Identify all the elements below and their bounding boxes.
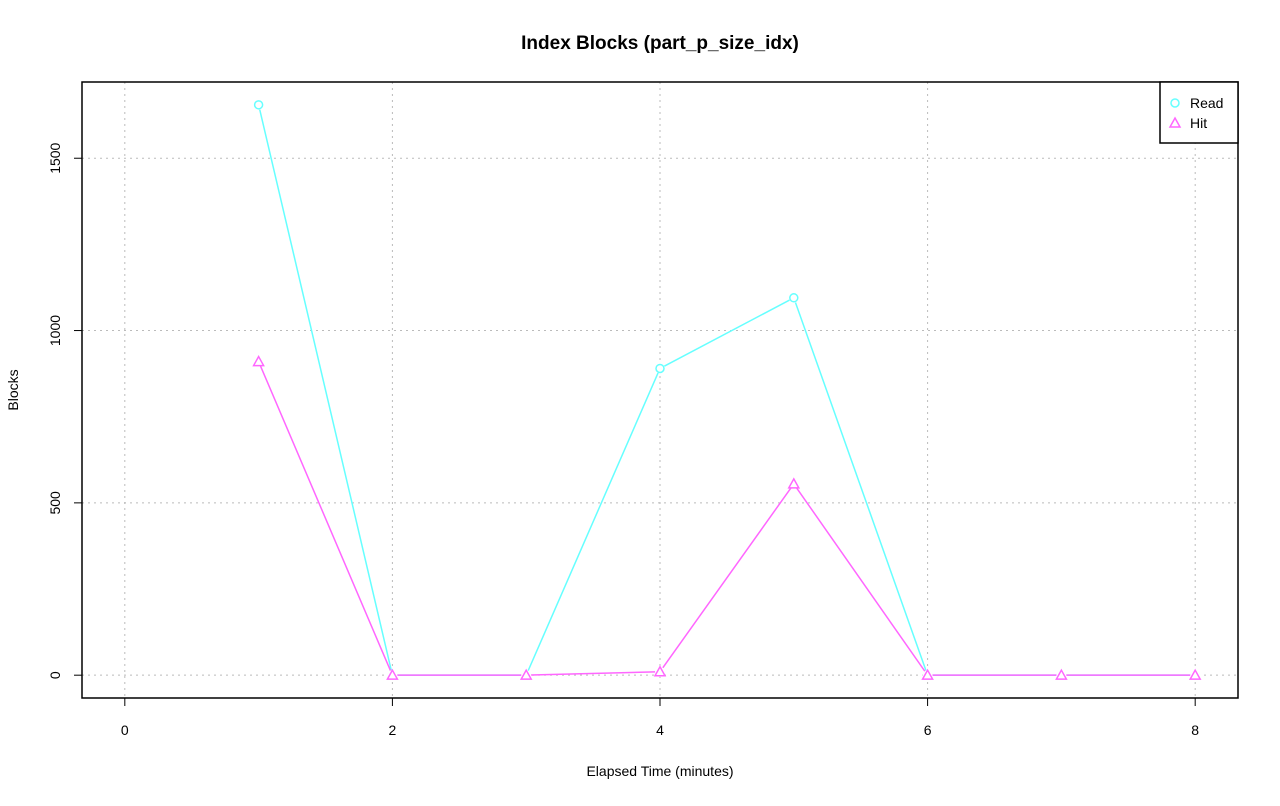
legend-label: Read	[1190, 95, 1223, 111]
plot-area	[82, 82, 1238, 698]
legend-label: Hit	[1190, 115, 1207, 131]
y-tick-label: 0	[47, 671, 63, 679]
point-bg	[1056, 670, 1067, 681]
point-bg	[1190, 670, 1201, 681]
point-group	[655, 363, 665, 374]
legend-box	[1159, 81, 1239, 144]
legend-marker	[1170, 98, 1180, 108]
point-bg	[521, 670, 532, 681]
point-group	[1188, 668, 1202, 681]
point	[1188, 668, 1202, 680]
point-group	[253, 99, 264, 110]
point	[252, 355, 265, 367]
point-group	[252, 355, 265, 367]
point	[253, 100, 264, 110]
point-bg	[922, 670, 933, 681]
point-bg	[253, 356, 264, 367]
point	[1055, 668, 1068, 680]
chart-title: Index Blocks (part_p_size_idx)	[521, 33, 799, 54]
legend: Read Hit	[1159, 81, 1239, 144]
point	[921, 668, 934, 680]
point	[519, 668, 533, 680]
point-group	[1055, 668, 1068, 681]
point	[789, 293, 799, 303]
point-group	[787, 477, 801, 489]
point	[386, 668, 399, 680]
point-bg	[387, 670, 398, 681]
point	[655, 363, 665, 374]
x-tick-label: 4	[656, 722, 664, 738]
x-axis-title: Elapsed Time (minutes)	[586, 763, 733, 779]
x-tick-label: 0	[121, 722, 129, 738]
point-group	[519, 668, 533, 681]
y-tick-label: 1000	[47, 315, 63, 346]
x-tick-label: 8	[1191, 722, 1199, 738]
point	[653, 665, 667, 677]
x-tick-label: 2	[389, 722, 397, 738]
series-line	[257, 104, 1196, 676]
point-group	[386, 668, 399, 681]
y-tick-label: 1500	[47, 142, 63, 173]
point-bg	[788, 478, 799, 489]
point-group	[921, 668, 934, 681]
y-axis-title: Blocks	[5, 369, 21, 410]
series-line	[257, 361, 1196, 676]
legend-marker	[1168, 116, 1182, 128]
point-group	[788, 292, 799, 303]
point-group	[653, 665, 667, 677]
x-tick-label: 6	[924, 722, 932, 738]
point	[787, 477, 801, 489]
y-tick-label: 500	[47, 491, 63, 515]
point-bg	[655, 666, 665, 677]
